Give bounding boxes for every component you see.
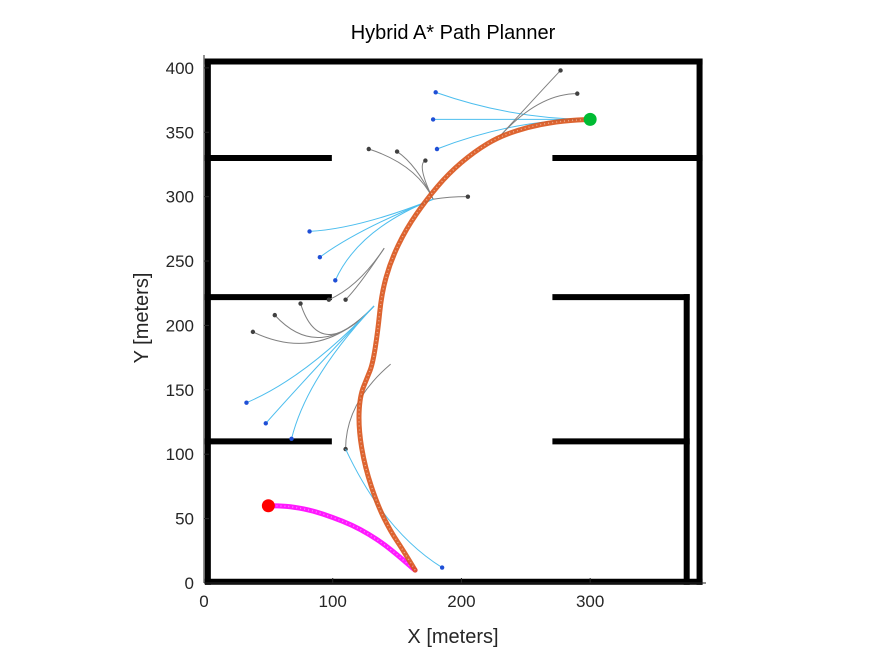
search-branch	[499, 93, 578, 137]
search-node	[289, 436, 294, 441]
search-node	[333, 278, 338, 283]
search-branch	[345, 247, 385, 301]
path-texture	[358, 118, 591, 571]
start-marker	[261, 499, 275, 513]
path-segment-forward	[356, 116, 593, 573]
search-node	[433, 90, 438, 95]
search-node	[272, 312, 277, 318]
search-node	[343, 446, 348, 452]
search-node	[250, 329, 256, 335]
search-node	[394, 149, 400, 154]
search-node	[465, 194, 471, 199]
x-tick-label: 100	[319, 592, 347, 611]
search-node	[326, 297, 332, 302]
search-branch	[345, 363, 391, 450]
search-node	[343, 297, 348, 302]
y-tick-label: 350	[166, 123, 194, 142]
search-branch	[291, 305, 375, 439]
y-axis-label: Y [meters]	[131, 273, 153, 364]
x-tick-label: 0	[199, 592, 208, 611]
search-node	[244, 400, 249, 405]
search-node	[366, 146, 371, 152]
path-segment-reverse	[265, 503, 418, 573]
path-layer	[265, 116, 593, 573]
y-tick-label: 50	[175, 510, 194, 529]
search-branch	[334, 198, 434, 281]
x-tick-label: 300	[576, 592, 604, 611]
y-tick-label: 300	[166, 188, 194, 207]
search-node	[298, 301, 303, 306]
search-branch	[433, 196, 468, 200]
y-tick-label: 100	[166, 445, 194, 464]
search-node	[423, 158, 428, 163]
search-branch	[435, 91, 591, 120]
chart-title: Hybrid A* Path Planner	[351, 22, 556, 44]
search-node	[439, 565, 445, 570]
axis-layer: 0 100 200 300 0 50 100 150 200 250 300 350 400	[166, 55, 706, 611]
walls-layer	[204, 58, 703, 585]
search-node	[575, 91, 580, 96]
search-branch	[300, 303, 375, 335]
y-tick-label: 150	[166, 381, 194, 400]
search-node	[430, 117, 436, 122]
search-node	[307, 229, 312, 234]
x-axis-label: X [meters]	[407, 626, 498, 648]
y-tick-label: 0	[185, 574, 194, 593]
search-node	[434, 146, 440, 152]
search-node	[263, 421, 268, 426]
search-branch	[246, 305, 375, 404]
marker-layer	[261, 112, 597, 513]
search-branch	[345, 448, 443, 568]
search-branch	[328, 247, 385, 301]
x-tick-label: 200	[447, 592, 475, 611]
goal-marker	[583, 112, 597, 126]
y-tick-label: 200	[166, 316, 194, 335]
search-tree-layer	[244, 68, 591, 570]
search-node	[317, 254, 323, 260]
y-tick-label: 250	[166, 252, 194, 271]
y-tick-label: 400	[166, 59, 194, 78]
search-node	[558, 68, 563, 73]
